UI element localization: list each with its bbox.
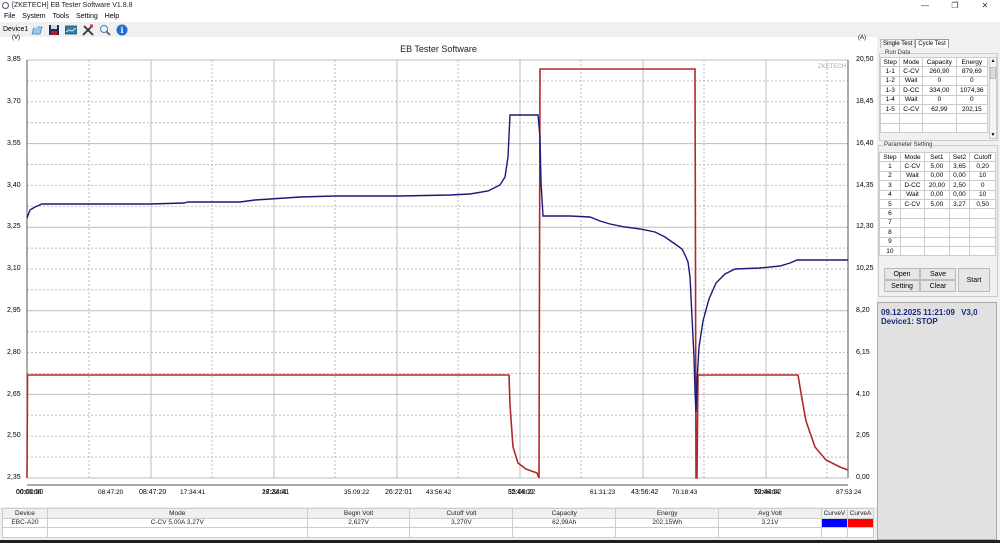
table-row[interactable]	[2, 527, 875, 538]
info-icon[interactable]: i	[116, 24, 128, 36]
tools-icon[interactable]	[82, 24, 94, 36]
menu-help[interactable]: Help	[104, 13, 120, 20]
maximize-button[interactable]: ❐	[951, 1, 959, 10]
table-header: Step Mode Set1 Set2 Cutoff	[879, 151, 996, 163]
window-controls: — ❐ ✕	[910, 0, 1000, 11]
summary-begin-volt: 2,627V	[306, 517, 411, 528]
table-row[interactable]: 1-2 Wait 0 0	[879, 75, 989, 87]
summary-table: Device Mode Begin Volt Cutoff Volt Capac…	[2, 508, 875, 538]
table-row[interactable]: 6	[879, 208, 996, 219]
menu-file[interactable]: File	[4, 13, 16, 20]
summary-header: Device Mode Begin Volt Cutoff Volt Capac…	[2, 508, 875, 519]
status-datetime-line: 09.12.2025 11:21:09 V3,0	[881, 308, 996, 317]
tab-single-test[interactable]: Single Test	[880, 39, 916, 48]
menu-tools[interactable]: Tools	[52, 13, 69, 20]
table-row[interactable]: EBC-A20 C-CV 5,00A 3,27V 2,627V 3,270V 6…	[2, 517, 875, 528]
status-datetime: 09.12.2025 11:21:09	[881, 308, 955, 317]
scroll-thumb[interactable]	[990, 67, 996, 79]
run-data-scrollbar[interactable]: ▲ ▼	[989, 57, 997, 139]
summary-cutoff-volt: 3,270V	[409, 517, 514, 528]
save-button[interactable]: Save	[920, 268, 956, 280]
table-row[interactable]: 1-5 C-CV 62,99 202,15	[879, 103, 989, 115]
table-row[interactable]: 9	[879, 236, 996, 247]
clear-button[interactable]: Clear	[920, 280, 956, 292]
open-icon[interactable]	[31, 24, 43, 36]
voltage-current-chart	[26, 59, 849, 486]
menu-setting[interactable]: Setting	[75, 13, 98, 20]
summary-mode: C-CV 5,00A 3,27V	[46, 517, 308, 528]
app-icon	[2, 2, 9, 9]
zoom-icon[interactable]	[99, 24, 111, 36]
left-axis-unit: (V)	[12, 35, 20, 41]
run-data-table: Step Mode Capacity Energy 1-1 C-CV 260,90 8…	[879, 56, 989, 134]
status-version: V3,0	[961, 308, 978, 317]
parameter-setting-group: Parameter Setting Step Mode Set1 Set2 Cu…	[878, 142, 998, 297]
parameter-table: Step Mode Set1 Set2 Cutoff 1 C-CV 5,00 3,65…	[879, 151, 996, 257]
device-status: Device1: STOP	[881, 317, 938, 326]
scroll-down-icon[interactable]: ▼	[990, 132, 996, 138]
run-data-label: Run Data	[884, 50, 912, 56]
menu-system[interactable]: System	[22, 13, 46, 20]
status-panel: 09.12.2025 11:21:09 V3,0 Device1: STOP	[877, 302, 997, 540]
table-row[interactable]: 1-3 D-CC 334,00 1074,36	[879, 85, 989, 96]
table-row[interactable]: 3 D-CC 20,00 2,50 0	[879, 180, 996, 191]
table-row[interactable]: 1 C-CV 5,00 3,65 0,20	[879, 161, 996, 172]
table-row[interactable]: 5 C-CV 5,00 3,27 0,50	[879, 198, 996, 210]
taskbar	[0, 540, 1000, 543]
run-panel: Single Test Cycle Test Run Data Step Mod…	[877, 37, 1000, 297]
run-data-group: Run Data Step Mode Capacity Energy 1-1 C-…	[879, 50, 998, 141]
table-row[interactable]: 1-4 Wait 0 0	[879, 94, 989, 105]
summary-capacity: 62,99Ah	[512, 517, 617, 528]
summary-device: EBC-A20	[2, 517, 48, 528]
curve-a-color-swatch[interactable]	[846, 517, 875, 528]
svg-text:i: i	[121, 25, 124, 35]
setting-button[interactable]: Setting	[884, 280, 920, 292]
title-bar: [ZKETECH] EB Tester Software V1.8.8 — ❐ …	[0, 0, 1000, 11]
table-row[interactable]	[879, 122, 989, 134]
summary-energy: 202,15Wh	[615, 517, 720, 528]
table-header: Step Mode Capacity Energy	[879, 56, 989, 68]
minimize-button[interactable]: —	[921, 1, 929, 10]
summary-avg-volt: 3,21V	[718, 517, 822, 528]
curve-v-color-swatch[interactable]	[820, 517, 848, 528]
table-row[interactable]: 2 Wait 0,00 0,00 10	[879, 170, 996, 182]
start-button[interactable]: Start	[958, 268, 990, 292]
chart-title: EB Tester Software	[400, 44, 477, 54]
tab-cycle-test[interactable]: Cycle Test	[915, 39, 949, 48]
device-selector[interactable]: Device1	[3, 26, 29, 33]
test-mode-tabs: Single Test Cycle Test	[880, 39, 949, 48]
chart-icon[interactable]	[65, 24, 78, 36]
close-button[interactable]: ✕	[981, 1, 989, 10]
toolbar: Device1 i	[0, 22, 1000, 37]
table-row[interactable]: 7	[879, 217, 996, 229]
save-icon[interactable]	[48, 24, 60, 36]
window-title: [ZKETECH] EB Tester Software V1.8.8	[12, 2, 133, 9]
chart-watermark: ZKETECH	[818, 64, 847, 70]
chart-area[interactable]: EB Tester Software ZKETECH	[0, 35, 877, 507]
open-button[interactable]: Open	[884, 268, 920, 280]
table-row[interactable]: 10	[879, 245, 996, 257]
scroll-up-icon[interactable]: ▲	[990, 58, 996, 64]
table-row[interactable]: 1-1 C-CV 260,90 879,69	[879, 66, 989, 77]
parameter-setting-label: Parameter Setting	[883, 142, 934, 148]
table-row[interactable]: 4 Wait 0,00 0,00 10	[879, 189, 996, 200]
table-row[interactable]: 8	[879, 227, 996, 238]
menu-bar: File System Tools Setting Help	[0, 11, 1000, 22]
right-axis-unit: (A)	[858, 35, 866, 41]
table-row[interactable]	[879, 113, 989, 124]
